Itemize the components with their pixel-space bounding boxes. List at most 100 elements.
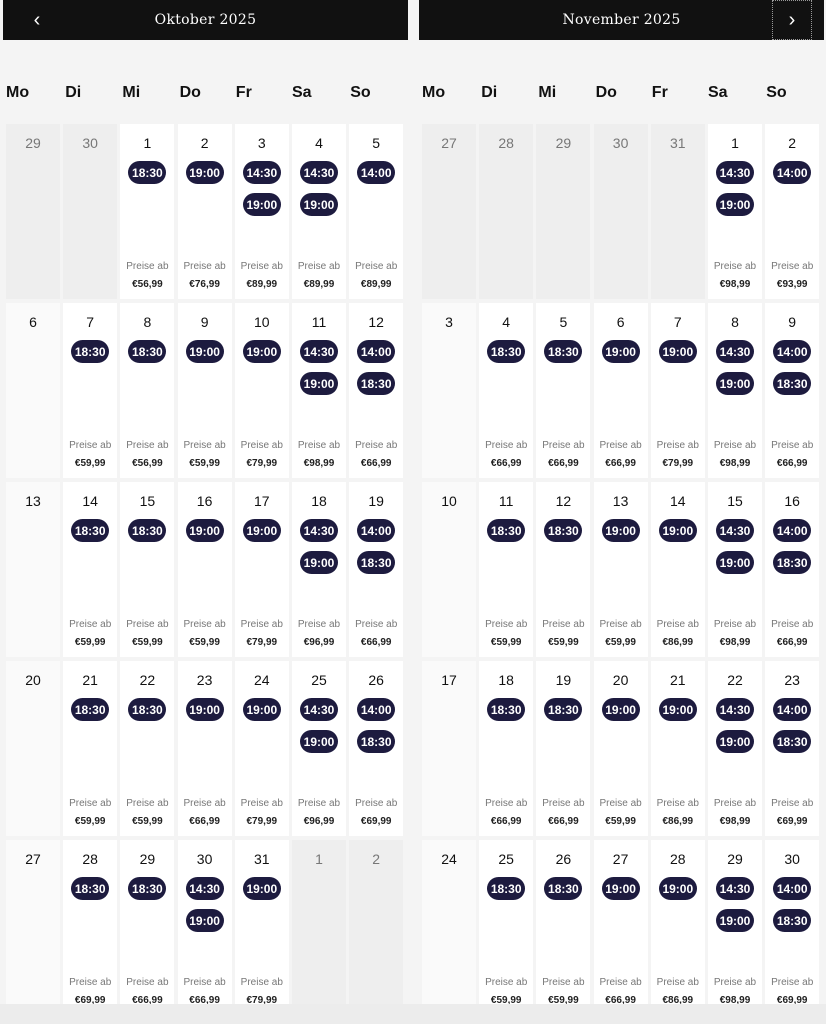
day-cell[interactable]: 24 19:00 Preise ab €79,99	[234, 661, 289, 836]
day-cell[interactable]: 11 18:30 Preise ab €59,99	[479, 482, 534, 657]
day-cell[interactable]: 2 19:00 Preise ab €76,99	[177, 124, 232, 299]
day-cell[interactable]: 12 18:30 Preise ab €59,99	[536, 482, 591, 657]
showtime-button[interactable]: 14:00	[357, 340, 396, 363]
showtime-button[interactable]: 14:30	[300, 519, 338, 542]
showtime-button[interactable]: 14:30	[716, 340, 754, 363]
day-cell[interactable]: 13 19:00 Preise ab €59,99	[593, 482, 648, 657]
showtime-button[interactable]: 14:00	[773, 698, 812, 721]
showtime-button[interactable]: 19:00	[658, 519, 697, 542]
showtime-button[interactable]: 18:30	[71, 340, 110, 363]
showtime-button[interactable]: 14:30	[300, 340, 338, 363]
showtime-button[interactable]: 14:30	[242, 161, 281, 184]
day-cell[interactable]: 7 19:00 Preise ab €79,99	[650, 303, 705, 478]
day-cell[interactable]: 22 18:30 Preise ab €59,99	[120, 661, 175, 836]
day-cell[interactable]: 6 19:00 Preise ab €66,99	[593, 303, 648, 478]
day-cell[interactable]: 30 14:30 19:00 Preise ab €66,99	[177, 840, 232, 1015]
day-cell[interactable]: 12 14:00 18:30 Preise ab €66,99	[349, 303, 404, 478]
showtime-button[interactable]: 14:30	[716, 698, 754, 721]
day-cell[interactable]: 21 18:30 Preise ab €59,99	[63, 661, 118, 836]
showtime-button[interactable]: 18:30	[357, 551, 396, 574]
showtime-button[interactable]: 18:30	[71, 698, 110, 721]
showtime-button[interactable]: 19:00	[658, 877, 697, 900]
day-cell[interactable]: 23 19:00 Preise ab €66,99	[177, 661, 232, 836]
day-cell[interactable]: 1 18:30 Preise ab €56,99	[120, 124, 175, 299]
showtime-button[interactable]: 19:00	[658, 340, 697, 363]
day-cell[interactable]: 9 19:00 Preise ab €59,99	[177, 303, 232, 478]
showtime-button[interactable]: 18:30	[128, 340, 167, 363]
day-cell[interactable]: 10 19:00 Preise ab €79,99	[234, 303, 289, 478]
day-cell[interactable]: 3 14:30 19:00 Preise ab €89,99	[234, 124, 289, 299]
showtime-button[interactable]: 18:30	[71, 519, 110, 542]
showtime-button[interactable]: 14:30	[716, 877, 754, 900]
showtime-button[interactable]: 14:00	[357, 519, 396, 542]
day-cell[interactable]: 28 18:30 Preise ab €69,99	[63, 840, 118, 1015]
showtime-button[interactable]: 19:00	[716, 551, 754, 574]
day-cell[interactable]: 18 18:30 Preise ab €66,99	[479, 661, 534, 836]
showtime-button[interactable]: 19:00	[185, 909, 224, 932]
showtime-button[interactable]: 19:00	[185, 519, 224, 542]
showtime-button[interactable]: 19:00	[658, 698, 697, 721]
day-cell[interactable]: 7 18:30 Preise ab €59,99	[63, 303, 118, 478]
showtime-button[interactable]: 19:00	[601, 698, 640, 721]
day-cell[interactable]: 18 14:30 19:00 Preise ab €96,99	[292, 482, 346, 657]
showtime-button[interactable]: 19:00	[242, 877, 281, 900]
day-cell[interactable]: 19 14:00 18:30 Preise ab €66,99	[349, 482, 404, 657]
day-cell[interactable]: 4 14:30 19:00 Preise ab €89,99	[292, 124, 346, 299]
day-cell[interactable]: 30 14:00 18:30 Preise ab €69,99	[765, 840, 820, 1015]
showtime-button[interactable]: 19:00	[601, 340, 640, 363]
day-cell[interactable]: 25 18:30 Preise ab €59,99	[479, 840, 534, 1015]
showtime-button[interactable]: 18:30	[487, 877, 526, 900]
showtime-button[interactable]: 14:30	[300, 698, 338, 721]
day-cell[interactable]: 29 18:30 Preise ab €66,99	[120, 840, 175, 1015]
showtime-button[interactable]: 14:00	[773, 161, 812, 184]
showtime-button[interactable]: 19:00	[716, 909, 754, 932]
showtime-button[interactable]: 18:30	[544, 340, 583, 363]
day-cell[interactable]: 9 14:00 18:30 Preise ab €66,99	[765, 303, 820, 478]
showtime-button[interactable]: 19:00	[185, 698, 224, 721]
showtime-button[interactable]: 14:30	[716, 519, 754, 542]
showtime-button[interactable]: 18:30	[487, 519, 526, 542]
showtime-button[interactable]: 18:30	[773, 909, 812, 932]
day-cell[interactable]: 16 14:00 18:30 Preise ab €66,99	[765, 482, 820, 657]
day-cell[interactable]: 11 14:30 19:00 Preise ab €98,99	[292, 303, 346, 478]
showtime-button[interactable]: 18:30	[773, 372, 812, 395]
showtime-button[interactable]: 14:30	[185, 877, 224, 900]
showtime-button[interactable]: 19:00	[242, 698, 281, 721]
showtime-button[interactable]: 14:00	[773, 519, 812, 542]
day-cell[interactable]: 31 19:00 Preise ab €79,99	[234, 840, 289, 1015]
prev-month-button[interactable]: ‹	[17, 0, 57, 40]
day-cell[interactable]: 14 19:00 Preise ab €86,99	[650, 482, 705, 657]
showtime-button[interactable]: 14:00	[773, 340, 812, 363]
showtime-button[interactable]: 14:00	[357, 698, 396, 721]
day-cell[interactable]: 20 19:00 Preise ab €59,99	[593, 661, 648, 836]
day-cell[interactable]: 19 18:30 Preise ab €66,99	[536, 661, 591, 836]
day-cell[interactable]: 5 14:00 Preise ab €89,99	[349, 124, 404, 299]
showtime-button[interactable]: 18:30	[128, 698, 167, 721]
showtime-button[interactable]: 18:30	[71, 877, 110, 900]
showtime-button[interactable]: 18:30	[773, 551, 812, 574]
showtime-button[interactable]: 18:30	[544, 698, 583, 721]
day-cell[interactable]: 26 14:00 18:30 Preise ab €69,99	[349, 661, 404, 836]
day-cell[interactable]: 8 18:30 Preise ab €56,99	[120, 303, 175, 478]
day-cell[interactable]: 1 14:30 19:00 Preise ab €98,99	[708, 124, 762, 299]
showtime-button[interactable]: 19:00	[300, 730, 338, 753]
showtime-button[interactable]: 18:30	[487, 340, 526, 363]
next-month-button[interactable]: ›	[772, 0, 812, 40]
showtime-button[interactable]: 19:00	[716, 730, 754, 753]
showtime-button[interactable]: 19:00	[185, 161, 224, 184]
day-cell[interactable]: 16 19:00 Preise ab €59,99	[177, 482, 232, 657]
showtime-button[interactable]: 19:00	[300, 372, 338, 395]
showtime-button[interactable]: 19:00	[716, 372, 754, 395]
day-cell[interactable]: 14 18:30 Preise ab €59,99	[63, 482, 118, 657]
showtime-button[interactable]: 19:00	[601, 877, 640, 900]
day-cell[interactable]: 4 18:30 Preise ab €66,99	[479, 303, 534, 478]
showtime-button[interactable]: 19:00	[601, 519, 640, 542]
showtime-button[interactable]: 18:30	[128, 519, 167, 542]
day-cell[interactable]: 8 14:30 19:00 Preise ab €98,99	[708, 303, 762, 478]
showtime-button[interactable]: 19:00	[300, 551, 338, 574]
day-cell[interactable]: 5 18:30 Preise ab €66,99	[536, 303, 591, 478]
showtime-button[interactable]: 19:00	[242, 519, 281, 542]
day-cell[interactable]: 29 14:30 19:00 Preise ab €98,99	[708, 840, 762, 1015]
day-cell[interactable]: 23 14:00 18:30 Preise ab €69,99	[765, 661, 820, 836]
day-cell[interactable]: 26 18:30 Preise ab €59,99	[536, 840, 591, 1015]
